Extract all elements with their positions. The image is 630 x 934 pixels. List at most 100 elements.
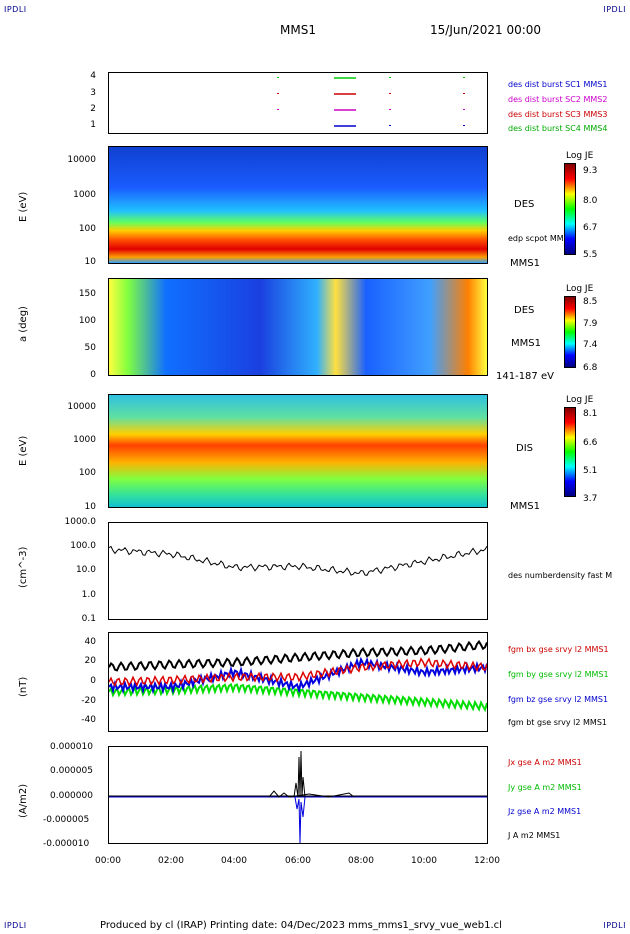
pitch-ytick: 50 [84, 343, 96, 353]
burst-ytick: 4 [90, 71, 96, 81]
colorbar [564, 407, 576, 497]
bfield-ytick: -40 [81, 715, 96, 725]
burst-legend-3: des dist burst SC3 MMS3 [508, 110, 608, 119]
bfield-ytick: -20 [81, 696, 96, 706]
jy-legend: Jy gse A m2 MMS1 [508, 783, 582, 792]
bx-line [108, 657, 488, 687]
xtick: 02:00 [158, 856, 184, 866]
mms1-label: MMS1 [511, 338, 541, 349]
xtick: 04:00 [221, 856, 247, 866]
density-legend: des numberdensity fast M [508, 571, 613, 580]
current-panel [108, 746, 488, 844]
des-energy-ytick: 10 [84, 257, 96, 267]
bfield-plot [108, 639, 488, 713]
jz-legend: Jz gse A m2 MMS1 [508, 807, 582, 816]
xtick: 08:00 [348, 856, 374, 866]
bz-legend: fgm bz gse srvy l2 MMS1 [508, 695, 609, 704]
corner-logo-bl: IPDLI [4, 921, 27, 930]
des-label: DES [514, 305, 535, 316]
dis-energy-ytick: 1000 [73, 435, 96, 445]
density-ylabel: (cm^-3) [18, 546, 29, 588]
footer-text: Produced by cl (IRAP) Printing date: 04/… [100, 920, 502, 931]
xtick: 06:00 [285, 856, 311, 866]
corner-logo-tr: IPDLI [603, 5, 626, 14]
current-ytick: 0.000010 [50, 742, 93, 752]
des-energy-ylabel: E (eV) [18, 191, 29, 222]
cbar-tick: 7.4 [583, 340, 598, 350]
xtick: 12:00 [474, 856, 500, 866]
bx-legend: fgm bx gse srvy l2 MMS1 [508, 645, 609, 654]
pitch-ytick: 0 [90, 370, 96, 380]
bfield-ytick: 0 [90, 676, 96, 686]
cbar-tick: 9.3 [583, 166, 598, 176]
colorbar [564, 296, 576, 368]
xtick: 00:00 [95, 856, 121, 866]
energy-range-label: 141-187 eV [496, 371, 554, 382]
mms1-label: MMS1 [510, 501, 540, 512]
bfield-panel [108, 632, 488, 732]
spacecraft-title: MMS1 [280, 23, 316, 37]
des-energy-spectrogram [108, 146, 488, 264]
current-ytick: -0.000010 [43, 839, 90, 849]
date-title: 15/Jun/2021 00:00 [430, 23, 542, 37]
des-energy-ytick: 1000 [73, 190, 96, 200]
dis-energy-spectrogram [108, 394, 488, 508]
density-ytick: 1.0 [81, 590, 96, 600]
pitch-ytick: 100 [78, 316, 96, 326]
density-panel [108, 522, 488, 620]
current-ytick: -0.000005 [43, 815, 90, 825]
burst-plot [277, 77, 465, 127]
des-label: DES [514, 199, 535, 210]
cbar-title: Log JE [566, 395, 594, 405]
cbar-tick: 6.6 [583, 438, 598, 448]
jmag-legend: J A m2 MMS1 [508, 831, 561, 840]
cbar-title: Log JE [566, 151, 594, 161]
burst-legend-2: des dist burst SC2 MMS2 [508, 95, 608, 104]
pitch-ytick: 150 [78, 289, 96, 299]
by-legend: fgm by gse srvy l2 MMS1 [508, 670, 609, 679]
bfield-ytick: 40 [84, 637, 96, 647]
density-line [108, 545, 488, 576]
jx-legend: Jx gse A m2 MMS1 [508, 758, 582, 767]
dis-energy-ytick: 10000 [67, 402, 96, 412]
burst-legend-1: des dist burst SC1 MMS1 [508, 80, 608, 89]
density-ytick: 100.0 [70, 541, 96, 551]
pitch-ylabel: a (deg) [18, 306, 29, 342]
dis-energy-ytick: 10 [84, 502, 96, 512]
mms1-label: MMS1 [510, 258, 540, 269]
cbar-tick: 8.0 [583, 196, 598, 206]
density-ytick: 10.0 [75, 565, 96, 575]
cbar-tick: 5.5 [583, 250, 598, 260]
cbar-tick: 7.9 [583, 319, 598, 329]
dis-label: DIS [516, 443, 533, 454]
dis-energy-ylabel: E (eV) [18, 435, 29, 466]
cbar-tick: 6.8 [583, 363, 598, 373]
cbar-tick: 6.7 [583, 223, 598, 233]
xtick: 10:00 [411, 856, 437, 866]
burst-legend-4: des dist burst SC4 MMS4 [508, 124, 608, 133]
cbar-tick: 8.1 [583, 409, 598, 419]
bt-legend: fgm bt gse srvy l2 MMS1 [508, 718, 607, 727]
current-plot [109, 750, 487, 844]
cbar-tick: 3.7 [583, 494, 598, 504]
density-ytick: 0.1 [81, 614, 96, 624]
scpot-label: edp scpot MMS1 [508, 234, 574, 243]
bz-line [108, 656, 488, 695]
cbar-title: Log JE [566, 284, 594, 294]
burst-ytick: 3 [90, 88, 96, 98]
corner-logo-tl: IPDLI [4, 5, 27, 14]
colorbar [564, 163, 576, 255]
cbar-tick: 5.1 [583, 466, 598, 476]
current-ytick: 0.000005 [50, 766, 93, 776]
des-pitch-spectrogram [108, 278, 488, 376]
bfield-ytick: 20 [84, 656, 96, 666]
cbar-tick: 8.5 [583, 297, 598, 307]
density-ytick: 1000.0 [64, 517, 97, 527]
current-ylabel: (A/m2) [18, 783, 29, 818]
dis-energy-ytick: 100 [78, 468, 96, 478]
bt-line [108, 639, 488, 672]
des-energy-ytick: 10000 [67, 155, 96, 165]
burst-ytick: 2 [90, 104, 96, 114]
burst-ytick: 1 [90, 120, 96, 130]
burst-panel [108, 72, 488, 134]
